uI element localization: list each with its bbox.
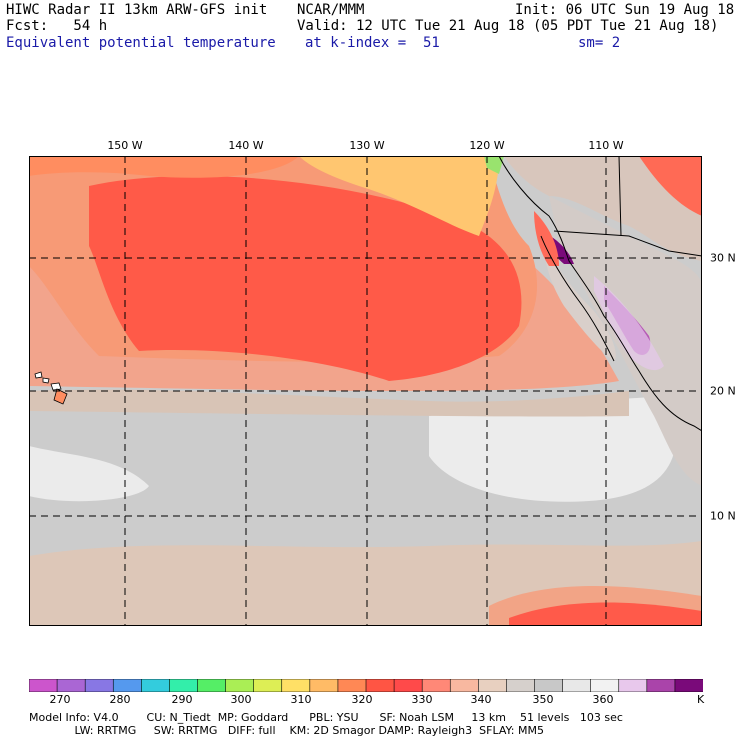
valid-time: Valid: 12 UTC Tue 21 Aug 18 (05 PDT Tue … bbox=[297, 18, 719, 34]
cbar-label-360: 360 bbox=[592, 693, 614, 706]
colorbar-swatch bbox=[421, 679, 452, 692]
model-info-line1: Model Info: V4.0 CU: N_Tiedt MP: Goddard… bbox=[29, 711, 623, 724]
colorbar-swatch bbox=[646, 679, 676, 692]
green-tip bbox=[484, 156, 504, 174]
colorbar-swatch bbox=[169, 679, 199, 692]
lon-label-150w: 150 W bbox=[107, 139, 143, 152]
level-index: at k-index = 51 bbox=[305, 35, 440, 51]
colorbar-swatch bbox=[253, 679, 283, 692]
cbar-label-320: 320 bbox=[351, 693, 373, 706]
baja-coast bbox=[540, 235, 615, 362]
model-title: HIWC Radar II 13km ARW-GFS init bbox=[6, 2, 268, 18]
graticule bbox=[29, 156, 702, 626]
colorbar-swatch bbox=[281, 679, 311, 692]
theta-e-map bbox=[29, 156, 702, 626]
colorbar-swatch bbox=[141, 679, 171, 692]
colorbar-swatch bbox=[337, 679, 367, 692]
model-info-line2: LW: RRTMG SW: RRTMG DIFF: full KM: 2D Sm… bbox=[29, 724, 544, 737]
colorbar-swatch bbox=[365, 679, 395, 692]
whitish-region bbox=[429, 396, 677, 502]
colorbar-swatch bbox=[225, 679, 255, 692]
colorbar-swatch bbox=[197, 679, 227, 692]
lat-label-20n: 20 N bbox=[710, 384, 736, 398]
red-northeast bbox=[639, 156, 702, 216]
colorbar bbox=[29, 679, 703, 692]
coastline bbox=[498, 156, 702, 432]
state-border bbox=[618, 156, 629, 237]
colorbar-swatch bbox=[478, 679, 508, 692]
colorbar-swatch bbox=[449, 679, 480, 692]
colorbar-swatch bbox=[674, 679, 703, 692]
map-frame bbox=[29, 156, 702, 626]
lat-label-30n: 30 N bbox=[710, 251, 736, 265]
init-time: Init: 06 UTC Sun 19 Aug 18 bbox=[515, 2, 735, 18]
smoothing-label: sm= 2 bbox=[578, 35, 621, 51]
red-core bbox=[89, 176, 522, 381]
lon-label-120w: 120 W bbox=[469, 139, 505, 152]
lon-label-140w: 140 W bbox=[228, 139, 264, 152]
cbar-label-340: 340 bbox=[470, 693, 492, 706]
colorbar-swatch bbox=[29, 679, 58, 692]
lon-label-130w: 130 W bbox=[349, 139, 385, 152]
colorbar-swatch bbox=[534, 679, 564, 692]
cbar-label-350: 350 bbox=[532, 693, 554, 706]
lavender-sonora bbox=[594, 276, 664, 371]
yellow-top bbox=[299, 156, 499, 236]
colorbar-swatch bbox=[590, 679, 620, 692]
colorbar-swatch bbox=[309, 679, 339, 692]
tan-band-north bbox=[29, 389, 629, 417]
cbar-label-270: 270 bbox=[49, 693, 71, 706]
lon-label-110w: 110 W bbox=[588, 139, 624, 152]
whitish-region-west bbox=[29, 446, 149, 502]
institution-label: NCAR/MMM bbox=[297, 2, 365, 18]
us-mexico-border bbox=[553, 230, 702, 257]
colorbar-swatch bbox=[84, 679, 115, 692]
lat-label-10n: 10 N bbox=[710, 509, 736, 523]
cbar-label-310: 310 bbox=[290, 693, 312, 706]
red-california bbox=[534, 211, 559, 266]
cbar-label-290: 290 bbox=[171, 693, 193, 706]
cbar-unit: K bbox=[697, 693, 705, 706]
colorbar-swatch bbox=[506, 679, 536, 692]
forecast-hour: Fcst: 54 h bbox=[6, 18, 108, 34]
cbar-label-280: 280 bbox=[109, 693, 131, 706]
field-name: Equivalent potential temperature bbox=[6, 35, 276, 51]
cbar-label-300: 300 bbox=[230, 693, 252, 706]
colorbar-swatch bbox=[562, 679, 592, 692]
land-usa bbox=[504, 156, 702, 261]
cbar-label-330: 330 bbox=[411, 693, 433, 706]
colorbar-swatch bbox=[112, 679, 143, 692]
colorbar-swatch bbox=[56, 679, 86, 692]
colorbar-swatch bbox=[393, 679, 423, 692]
colorbar-swatch bbox=[618, 679, 648, 692]
hawaii-islands bbox=[34, 371, 68, 405]
orange-top bbox=[29, 156, 299, 178]
